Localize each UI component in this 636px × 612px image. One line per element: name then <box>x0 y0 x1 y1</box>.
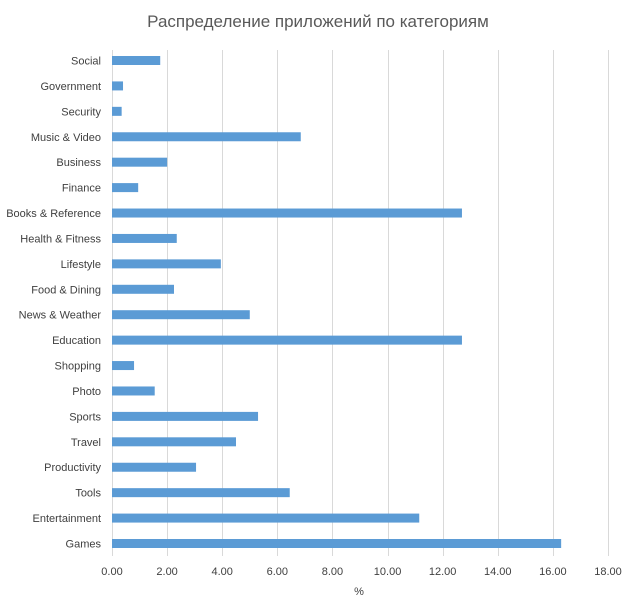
bar <box>112 259 221 269</box>
category-label: Sports <box>69 411 101 423</box>
x-tick-label: 16.00 <box>539 566 567 578</box>
category-label: Music & Video <box>31 132 101 144</box>
category-label: Social <box>71 56 101 68</box>
bar <box>112 335 462 345</box>
x-tick-label: 14.00 <box>484 566 512 578</box>
category-label: Health & Fitness <box>20 233 101 245</box>
bar <box>112 208 462 218</box>
x-tick-label: 12.00 <box>429 566 457 578</box>
x-tick-label: 8.00 <box>322 566 343 578</box>
category-label: News & Weather <box>19 310 102 322</box>
category-label: Productivity <box>44 462 101 474</box>
category-label: Entertainment <box>33 513 101 525</box>
category-label: Games <box>66 539 102 551</box>
bar <box>112 81 124 91</box>
category-labels: Social Government Security Music & Video Bus… <box>6 56 101 551</box>
category-label: Tools <box>75 488 101 500</box>
category-label: Security <box>61 106 101 118</box>
category-label: Food & Dining <box>31 284 101 296</box>
bar <box>112 462 197 472</box>
category-label: Business <box>56 157 101 169</box>
bar <box>112 310 250 320</box>
bar <box>112 233 177 243</box>
bar <box>112 386 155 396</box>
category-label: Books & Reference <box>6 208 101 220</box>
x-tick-label: 2.00 <box>156 566 177 578</box>
category-label: Education <box>52 335 101 347</box>
x-axis-title: % <box>354 586 364 598</box>
bar <box>112 513 420 523</box>
bar <box>112 284 174 294</box>
category-label: Finance <box>62 183 101 195</box>
bars <box>112 56 562 548</box>
x-tick-labels: 0.00 2.00 4.00 6.00 8.00 10.00 12.00 14.00 16.00… <box>101 566 621 578</box>
chart-title: Распределение приложений по категориям <box>147 12 489 31</box>
bar <box>112 411 259 421</box>
bar <box>112 437 236 447</box>
x-tick-label: 6.00 <box>267 566 288 578</box>
bar <box>112 539 562 548</box>
gridlines <box>112 50 609 556</box>
bar <box>112 157 168 167</box>
x-tick-label: 0.00 <box>101 566 122 578</box>
x-tick-label: 10.00 <box>374 566 402 578</box>
category-label: Lifestyle <box>61 259 101 271</box>
bar <box>112 488 290 498</box>
bar <box>112 183 139 193</box>
category-label: Photo <box>72 386 101 398</box>
category-label: Shopping <box>55 361 102 373</box>
bar <box>112 361 135 371</box>
category-label: Travel <box>71 437 101 449</box>
category-label: Government <box>40 81 101 93</box>
bar <box>112 106 122 116</box>
x-tick-label: 18.00 <box>594 566 622 578</box>
x-tick-label: 4.00 <box>212 566 233 578</box>
bar <box>112 132 301 142</box>
bar <box>112 56 161 65</box>
